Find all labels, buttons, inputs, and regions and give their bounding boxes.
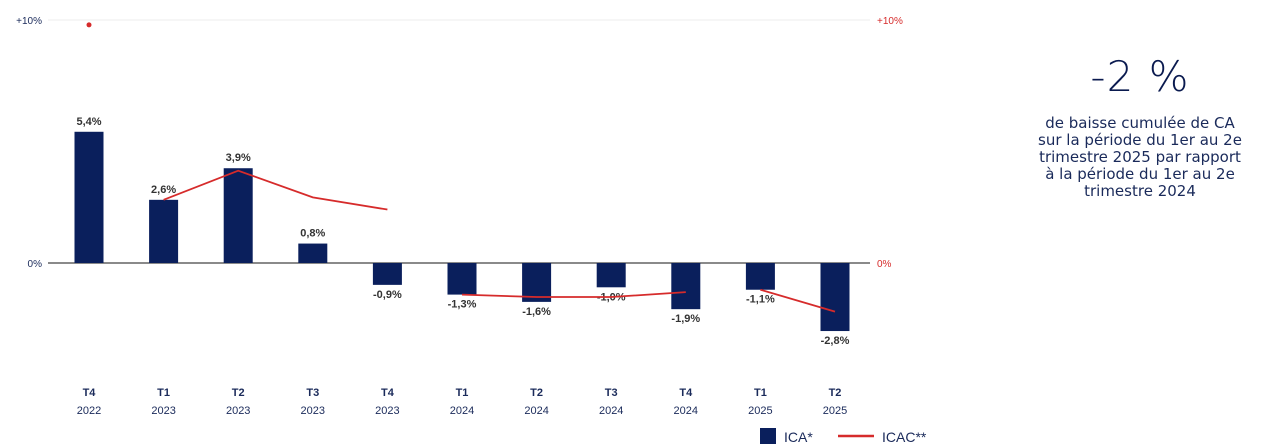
bar-data-label: -2,8% [821, 335, 850, 347]
bar [298, 243, 328, 263]
bar-data-label: -1,3% [448, 299, 477, 311]
icac-line-segment [760, 288, 836, 313]
bar [671, 263, 701, 310]
x-tick-label-quarter: T4 [679, 387, 693, 399]
x-tick-label-year: 2025 [748, 405, 772, 417]
x-tick-label-quarter: T1 [456, 387, 469, 399]
x-tick-label-year: 2025 [823, 405, 847, 417]
x-tick-label-year: 2024 [524, 405, 548, 417]
x-tick-label-year: 2022 [77, 405, 101, 417]
summary-line: de baisse cumulée de CA [1045, 114, 1235, 132]
summary-line: trimestre 2024 [1084, 182, 1196, 200]
legend-label-ica: ICA* [784, 429, 813, 444]
x-tick-label-year: 2023 [375, 405, 399, 417]
icac-outlier-point [86, 22, 92, 28]
summary-description: de baisse cumulée de CA sur la période d… [1000, 115, 1266, 200]
x-tick-label-quarter: T4 [381, 387, 395, 399]
x-tick-label-year: 2023 [226, 405, 250, 417]
bar-data-label: 3,9% [226, 152, 251, 164]
x-tick-label-quarter: T4 [83, 387, 97, 399]
bar [745, 263, 775, 290]
x-tick-label-quarter: T3 [306, 387, 319, 399]
summary-line: à la période du 1er au 2e [1045, 165, 1235, 183]
summary-line: sur la période du 1er au 2e [1038, 131, 1242, 149]
bar [522, 263, 552, 302]
icac-line-segment [461, 291, 686, 298]
x-tick-label-year: 2023 [151, 405, 175, 417]
bar [372, 263, 402, 285]
icac-line-segment [163, 169, 388, 211]
x-tick-label-quarter: T1 [157, 387, 170, 399]
summary-panel: -2 % de baisse cumulée de CA sur la péri… [1000, 40, 1266, 200]
bar [820, 263, 850, 332]
bar-data-label: 5,4% [76, 116, 101, 128]
x-tick-label-year: 2024 [599, 405, 623, 417]
x-tick-label-quarter: T1 [754, 387, 767, 399]
bar [223, 168, 253, 263]
y-tick-label-left: +10% [16, 16, 42, 27]
bar [149, 199, 179, 263]
bar-data-label: -1,9% [671, 313, 700, 325]
x-tick-label-quarter: T2 [829, 387, 842, 399]
bar [447, 263, 477, 295]
summary-value: -2 % [1090, 52, 1190, 101]
legend-label-icac: ICAC** [882, 429, 927, 444]
bar-data-label: -1,6% [522, 306, 551, 318]
summary-line: trimestre 2025 par rapport [1039, 148, 1241, 166]
y-tick-label-right: +10% [877, 16, 903, 27]
x-tick-label-quarter: T3 [605, 387, 618, 399]
legend-swatch-ica [760, 428, 776, 444]
y-tick-label-left: 0% [28, 259, 43, 270]
bar-data-label: 0,8% [300, 228, 325, 240]
bar-data-label: -0,9% [373, 289, 402, 301]
x-tick-label-year: 2023 [301, 405, 325, 417]
x-tick-label-year: 2024 [674, 405, 698, 417]
bar-data-label: -1,1% [746, 294, 775, 306]
x-tick-label-year: 2024 [450, 405, 474, 417]
bar [74, 131, 104, 263]
x-tick-label-quarter: T2 [530, 387, 543, 399]
x-tick-label-quarter: T2 [232, 387, 245, 399]
bar-data-label: 2,6% [151, 184, 176, 196]
bar [596, 263, 626, 288]
y-tick-label-right: 0% [877, 259, 892, 270]
